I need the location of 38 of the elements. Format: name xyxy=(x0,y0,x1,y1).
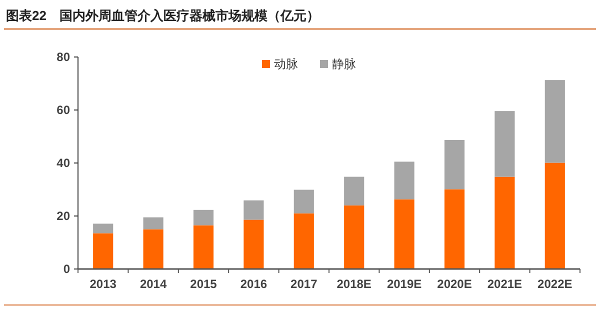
x-tick-label: 2013 xyxy=(90,277,117,291)
bar xyxy=(93,233,114,269)
bar xyxy=(494,176,515,269)
x-tick-label: 2017 xyxy=(290,277,318,291)
bar xyxy=(494,111,515,177)
bar xyxy=(444,140,465,190)
x-tick-label: 2018E xyxy=(336,277,372,291)
x-tick-label: 2015 xyxy=(190,277,218,291)
bar xyxy=(344,176,364,206)
bar xyxy=(93,224,114,234)
bar xyxy=(394,199,414,269)
bar xyxy=(143,229,164,269)
x-tick-label: 2021E xyxy=(487,277,522,291)
x-tick-label: 2022E xyxy=(538,277,572,291)
y-tick-label: 0 xyxy=(63,262,70,276)
bar xyxy=(544,80,565,163)
bar xyxy=(344,205,364,269)
y-tick-label: 40 xyxy=(56,156,70,170)
bar xyxy=(193,210,214,226)
x-tick-label: 2019E xyxy=(386,277,422,291)
bar xyxy=(193,225,214,269)
legend-label: 动脉 xyxy=(274,57,298,72)
x-tick-label: 2020E xyxy=(437,277,472,291)
y-tick-label: 20 xyxy=(56,209,70,224)
bar xyxy=(244,200,264,220)
bar xyxy=(444,189,465,269)
chart-title: 图表22 国内外周血管介入医疗器械市场规模（亿元） xyxy=(6,8,320,23)
y-tick-label: 60 xyxy=(56,103,70,118)
bar xyxy=(394,162,414,200)
bar xyxy=(294,213,314,269)
bar xyxy=(294,190,314,214)
x-tick-label: 2016 xyxy=(240,277,268,291)
legend-label: 静脉 xyxy=(332,57,356,72)
bar xyxy=(143,217,164,230)
bar xyxy=(544,162,565,269)
x-tick-label: 2014 xyxy=(140,277,167,291)
y-tick-label: 80 xyxy=(56,50,70,64)
bar xyxy=(244,220,264,269)
